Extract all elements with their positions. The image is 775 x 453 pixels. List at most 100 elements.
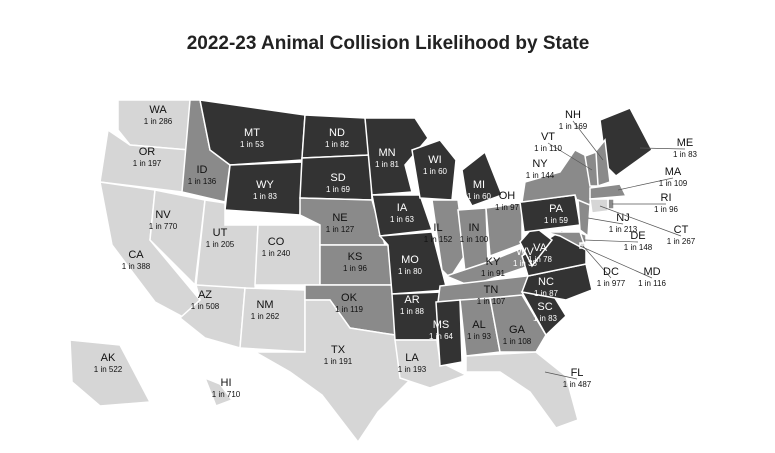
- state-odds: 1 in 96: [343, 264, 368, 273]
- state-odds: 1 in 97: [495, 203, 520, 212]
- state-name: IA: [397, 202, 408, 214]
- leader-line: [617, 177, 674, 191]
- state-odds: 1 in 770: [149, 222, 178, 231]
- state-odds: 1 in 100: [460, 235, 489, 244]
- state-name: LA: [405, 352, 419, 364]
- state-name: PA: [549, 203, 564, 215]
- state-name: AL: [472, 319, 485, 331]
- state-name: OR: [139, 146, 156, 158]
- leader-line: [587, 217, 624, 225]
- state-odds: 1 in 80: [398, 267, 423, 276]
- state-odds: 1 in 91: [481, 269, 506, 278]
- state-shape: [584, 150, 599, 187]
- state-name: MS: [433, 319, 450, 331]
- state-odds: 1 in 213: [609, 225, 638, 234]
- state-shape: [589, 183, 628, 200]
- state-name: ME: [677, 137, 694, 149]
- state-shape: [378, 231, 448, 295]
- state-name: ND: [329, 127, 345, 139]
- state-odds: 1 in 286: [144, 117, 173, 126]
- state-odds: 1 in 191: [324, 357, 353, 366]
- state-name: NY: [532, 158, 548, 170]
- state-name: CA: [128, 249, 144, 261]
- state-odds: 1 in 53: [240, 140, 265, 149]
- state-odds: 1 in 78: [528, 255, 553, 264]
- state-odds: 1 in 63: [390, 215, 415, 224]
- state-shape: [435, 299, 463, 367]
- state-shape: [461, 150, 503, 207]
- state-name: RI: [661, 192, 672, 204]
- state-name: NE: [332, 212, 347, 224]
- state-odds: 1 in 60: [467, 192, 492, 201]
- state-name: WA: [149, 104, 167, 116]
- state-odds: 1 in 69: [326, 185, 351, 194]
- state-name: OK: [341, 292, 358, 304]
- state-name: FL: [571, 367, 584, 379]
- state-odds: 1 in 87: [534, 289, 559, 298]
- state-odds: 1 in 127: [326, 225, 355, 234]
- state-odds: 1 in 60: [423, 167, 448, 176]
- leader-line: [572, 120, 604, 161]
- state-name: KY: [486, 256, 501, 268]
- leader-line: [544, 371, 578, 380]
- state-name: NV: [155, 209, 171, 221]
- state-name: CO: [268, 236, 285, 248]
- state-odds: 1 in 148: [624, 243, 653, 252]
- state-odds: 1 in 169: [559, 122, 588, 131]
- state-name: DC: [603, 266, 619, 278]
- state-name: AK: [101, 352, 116, 364]
- state-odds: 1 in 81: [375, 160, 400, 169]
- state-shape: [411, 139, 457, 201]
- state-name: DE: [630, 230, 645, 242]
- state-shape: [465, 351, 579, 429]
- leader-line: [599, 205, 682, 237]
- state-name: MO: [401, 254, 419, 266]
- state-name: WV: [516, 246, 534, 258]
- state-odds: 1 in 108: [503, 337, 532, 346]
- state-name: SC: [537, 301, 552, 313]
- state-odds: 1 in 83: [673, 150, 698, 159]
- state-name: MA: [665, 166, 682, 178]
- state-odds: 1 in 144: [526, 171, 555, 180]
- state-name: VA: [533, 242, 548, 254]
- state-odds: 1 in 109: [659, 179, 688, 188]
- state-name: TX: [331, 344, 346, 356]
- state-shape: [577, 198, 591, 238]
- state-odds: 1 in 152: [424, 235, 453, 244]
- state-odds: 1 in 119: [335, 305, 363, 314]
- state-shape: [149, 189, 206, 287]
- leader-line: [547, 142, 593, 171]
- state-shape: [431, 199, 466, 280]
- state-odds: 1 in 107: [477, 297, 506, 306]
- state-name: NJ: [616, 212, 629, 224]
- state-odds: 1 in 197: [133, 159, 162, 168]
- state-odds: 1 in 83: [253, 192, 278, 201]
- state-name: NH: [565, 109, 581, 121]
- state-shape: [69, 339, 152, 407]
- state-odds: 1 in 710: [212, 390, 241, 399]
- state-odds: 1 in 82: [325, 140, 350, 149]
- state-name: IN: [469, 222, 480, 234]
- state-shape: [589, 198, 609, 214]
- state-shape: [489, 294, 547, 353]
- state-odds: 1 in 116: [638, 279, 666, 288]
- state-odds: 1 in 487: [563, 380, 592, 389]
- state-name: UT: [213, 227, 228, 239]
- state-shape: [394, 339, 468, 389]
- state-name: NM: [256, 299, 273, 311]
- state-name: TN: [484, 284, 499, 296]
- state-odds: 1 in 64: [429, 332, 454, 341]
- leader-line: [579, 245, 653, 279]
- state-name: MI: [473, 179, 485, 191]
- state-name: CT: [674, 224, 689, 236]
- state-odds: 1 in 110: [534, 144, 562, 153]
- state-name: GA: [509, 324, 526, 336]
- state-name: ID: [197, 164, 208, 176]
- state-name: KS: [348, 251, 363, 263]
- state-odds: 1 in 193: [398, 365, 427, 374]
- state-shape: [371, 194, 434, 237]
- state-shape: [252, 299, 411, 444]
- state-odds: 1 in 38: [513, 259, 538, 268]
- state-odds: 1 in 240: [262, 249, 291, 258]
